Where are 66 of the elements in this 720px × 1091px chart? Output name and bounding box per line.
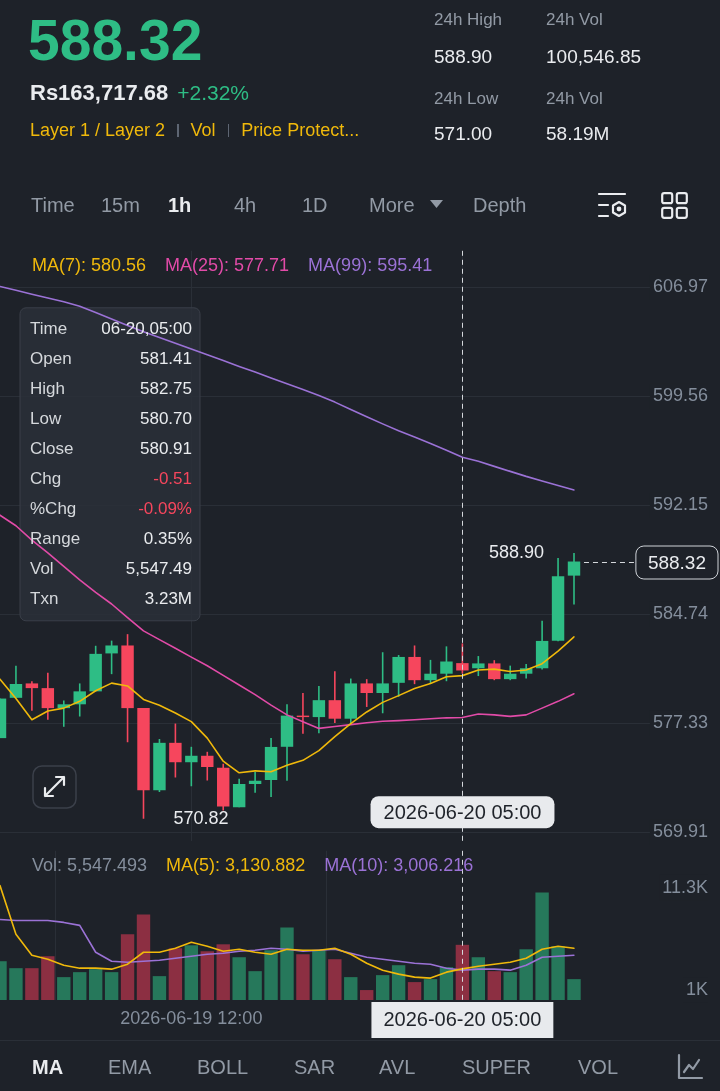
y-tick-label: 569.91 [652,821,708,842]
text: 24h Vol [546,89,603,109]
text: MA(7): 580.56 [32,254,147,275]
annotation: -0.51 [153,469,192,489]
text: More [369,193,415,217]
text: MA(99): 595.41 [308,254,433,275]
text: 58.19M [546,122,610,145]
annotation: 570.82 [173,807,229,828]
text: EMA [108,1055,152,1079]
text: 24h Low [434,89,499,109]
annotation: 581.41 [140,349,192,369]
y-tick-label: 577.33 [652,712,708,733]
text: 24h Vol [546,10,603,30]
y-tick-label: 606.97 [652,276,708,297]
text: 4h [234,193,257,217]
annotation: 580.70 [140,409,192,429]
text: 588.90 [434,45,493,68]
annotation: 3.23M [144,589,192,609]
text: 1D [302,193,328,217]
annotation: High [30,379,65,399]
y-tick-label: 592.15 [652,494,708,515]
text: Rs163,717.68 [30,80,169,106]
annotation: Close [30,439,74,459]
ref-line-label: 2026-06-20 05:00 [383,800,542,823]
annotation: Open [30,349,72,369]
annotation: %Chg [30,499,77,519]
text: 571.00 [434,122,493,145]
annotation: -0.09% [138,499,192,519]
text: 1h [168,193,192,217]
ref-line-label: 588.32 [647,551,707,573]
annotation: Vol: 5,547.493 [32,854,148,875]
text: MA(5): 3,130.882 [166,854,306,875]
text: BOLL [197,1055,249,1079]
y-tick-label: 584.74 [652,603,708,624]
text: 15m [101,193,140,217]
text: SUPER [462,1055,531,1079]
annotation: 588.90 [488,541,544,562]
annotation: Txn [30,589,59,609]
text: VOL [578,1055,619,1079]
text: AVL [379,1055,416,1079]
text: Price Protect... [241,119,360,141]
annotation: 0.35% [143,529,192,549]
text: 588.32 [28,7,203,74]
y-tick-label: 11.3K [662,876,708,897]
text: Depth [473,193,527,217]
text: MA(25): 577.71 [165,254,290,275]
text: 24h High [434,10,503,30]
annotation: Time [30,319,68,339]
text: Vol [190,119,216,141]
annotation: Chg [30,469,62,489]
text: SAR [294,1055,336,1079]
text: 100,546.85 [546,45,642,68]
text: Layer 1 / Layer 2 [30,119,166,141]
y-tick-label: 1K [685,979,708,1000]
annotation: 5,547.49 [125,559,192,579]
text: MA [32,1055,64,1079]
x-tick-label: 2026-06-19 12:00 [120,1007,263,1028]
y-tick-label: 599.56 [652,385,708,406]
annotation: 580.91 [140,439,192,459]
text: Time [31,193,75,217]
annotation: Low [30,409,62,429]
annotation: 582.75 [140,379,192,399]
annotation: Range [30,529,81,549]
text: +2.32% [177,80,250,106]
text: MA(10): 3,006.216 [324,854,474,875]
annotation: Vol [30,559,54,579]
